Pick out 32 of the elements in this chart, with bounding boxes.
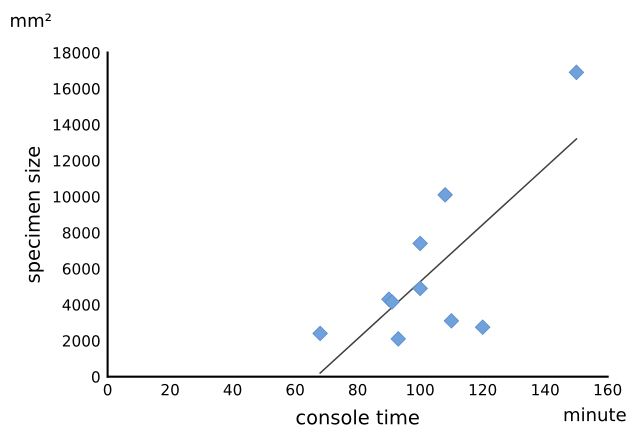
y-tick-label: 16000 — [54, 83, 100, 95]
y-tick-label: 12000 — [54, 155, 100, 167]
text: mm² — [11, 14, 51, 27]
x-tick-label: 100 — [407, 384, 434, 396]
text: minute — [564, 407, 626, 422]
x-tick-label: 160 — [594, 384, 622, 396]
x-tick-label: 0 — [104, 384, 112, 396]
point — [437, 187, 453, 203]
point — [384, 294, 400, 310]
y-tick-label: 2000 — [62, 335, 100, 347]
y-tick-label: 4000 — [62, 299, 100, 311]
x-tick-label: 140 — [532, 384, 559, 396]
x-tick-label: 40 — [224, 384, 242, 396]
point — [412, 236, 428, 252]
point — [412, 280, 428, 296]
y-axis-title: specimen size — [24, 146, 44, 282]
y-tick-label: 10000 — [54, 191, 100, 203]
y-tick-label: 0 — [92, 371, 100, 383]
x-tick-label: 120 — [470, 384, 496, 396]
point — [568, 64, 584, 80]
point — [474, 319, 490, 335]
y-tick-label: 8000 — [62, 227, 100, 239]
x-tick-label: 60 — [286, 384, 304, 396]
point — [444, 313, 460, 329]
y-tick-label: 18000 — [54, 47, 100, 59]
x-axis-title: console time — [296, 410, 419, 425]
y-tick-label: 6000 — [62, 263, 100, 275]
y-tick-label: 14000 — [54, 119, 100, 131]
point — [390, 331, 406, 347]
point — [312, 326, 328, 342]
x-tick-label: 80 — [348, 384, 366, 396]
x-tick-label: 20 — [162, 384, 179, 396]
